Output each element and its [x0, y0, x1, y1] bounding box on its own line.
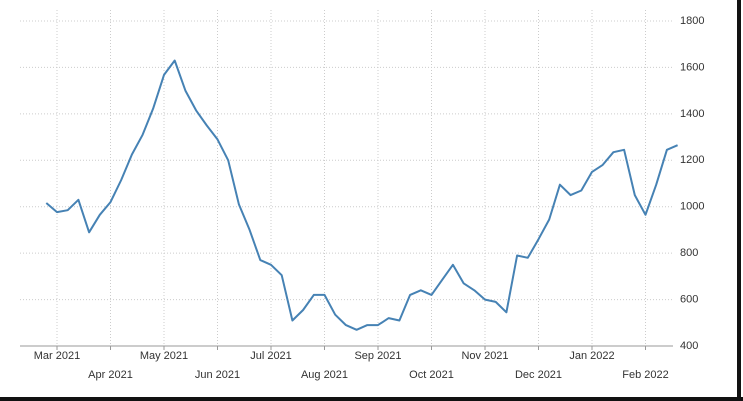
- x-tick-label: Jun 2021: [195, 369, 240, 381]
- x-tick-label: Jan 2022: [569, 350, 614, 362]
- x-tick-label: Mar 2021: [34, 350, 80, 362]
- y-tick-label: 1800: [680, 15, 704, 27]
- x-tick-label: Aug 2021: [301, 369, 348, 381]
- y-tick-label: 1600: [680, 61, 704, 73]
- y-tick-label: 1000: [680, 201, 704, 213]
- y-tick-label: 800: [680, 247, 698, 259]
- x-tick-label: Dec 2021: [515, 369, 562, 381]
- x-tick-label: May 2021: [140, 350, 188, 362]
- x-tick-label: Nov 2021: [461, 350, 508, 362]
- y-tick-label: 600: [680, 293, 698, 305]
- x-tick-label: Feb 2022: [622, 369, 668, 381]
- x-tick-label: Oct 2021: [409, 369, 454, 381]
- x-tick-label: Apr 2021: [88, 369, 133, 381]
- x-tick-label: Jul 2021: [250, 350, 292, 362]
- x-tick-label: Sep 2021: [354, 350, 401, 362]
- y-tick-label: 400: [680, 340, 698, 352]
- y-tick-label: 1400: [680, 108, 704, 120]
- data-line: [45, 59, 678, 331]
- y-tick-label: 1200: [680, 154, 704, 166]
